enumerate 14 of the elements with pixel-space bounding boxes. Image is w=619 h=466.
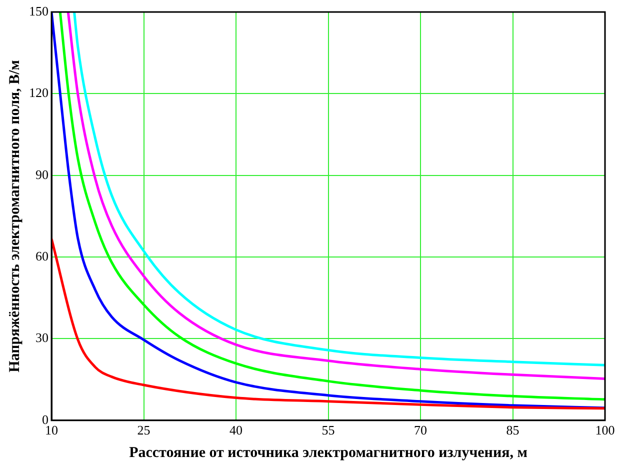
x-tick-label: 70 [414,422,427,438]
y-tick-label: 150 [29,3,48,18]
y-tick-label: 120 [29,85,48,100]
y-tick-label: 60 [36,248,48,264]
x-tick-label: 40 [230,422,242,438]
y-tick-label: 90 [36,166,48,182]
y-tick-label: 30 [36,330,48,346]
y-axis-title: Напряжённость электромагнитного поля, В/м [6,60,23,372]
line-series [52,238,605,410]
x-tick-label: 25 [137,422,150,438]
x-tick-label: 55 [322,422,335,438]
x-axis-title: Расстояние от источника электромагнитного излучения, м [129,444,528,461]
x-tick-label: 85 [506,422,520,438]
x-tick-label: 100 [595,422,615,438]
